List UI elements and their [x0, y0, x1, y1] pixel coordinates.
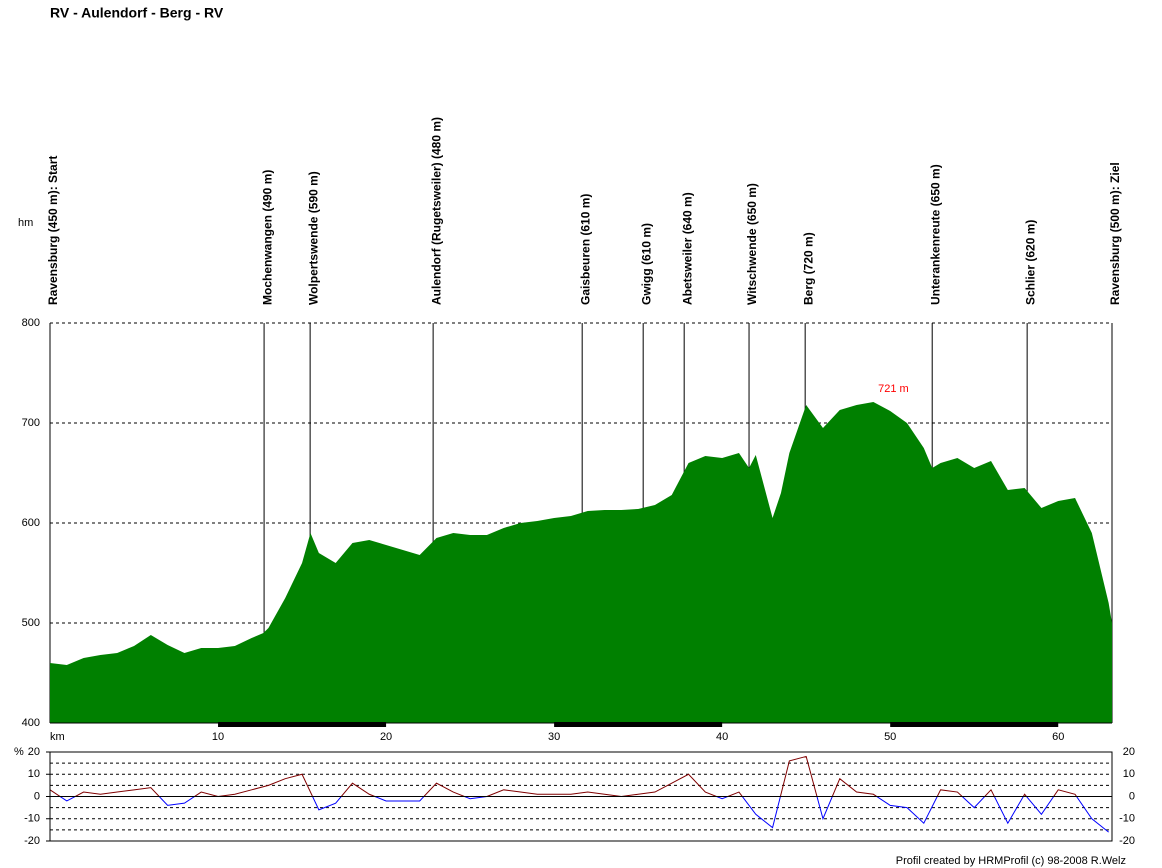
y-tick-label: 10	[28, 768, 40, 780]
gradient-up	[49, 755, 1078, 797]
x-tick-label: 20	[380, 731, 392, 743]
x-tick-label: 30	[548, 731, 560, 743]
x-tick-label: 60	[1052, 731, 1064, 743]
waypoint-label: Berg (720 m)	[801, 232, 815, 305]
y2-tick-label: -10	[1119, 813, 1135, 825]
y2-tick-label: 0	[1129, 790, 1135, 802]
waypoint-label: Unterankenreute (650 m)	[928, 164, 942, 305]
y-tick-label: 20	[28, 746, 40, 758]
y2-tick-label: 20	[1123, 746, 1135, 758]
waypoint-label: Mochenwangen (490 m)	[260, 170, 274, 305]
y-tick-label: 0	[34, 790, 40, 802]
y-tick-label: 400	[22, 717, 40, 729]
x-tick-label: 40	[716, 731, 728, 743]
y-tick-label: 700	[22, 417, 40, 429]
waypoint-label: Witschwende (650 m)	[745, 183, 759, 305]
x-tick-label: 50	[884, 731, 896, 743]
y2-tick-label: 10	[1123, 768, 1135, 780]
gradient-axis-label: %	[14, 746, 24, 758]
footer: Profil created by HRMProfil (c) 98-2008 …	[896, 855, 1126, 867]
gradient-frame	[49, 751, 1113, 842]
y-tick-label: 500	[22, 617, 40, 629]
y-axis-label: hm	[18, 217, 33, 229]
waypoint-label: Gwigg (610 m)	[639, 223, 653, 305]
y2-tick-label: -20	[1119, 835, 1135, 847]
waypoint-label: Wolpertswende (590 m)	[306, 171, 320, 305]
x-axis-label: km	[50, 731, 65, 743]
y-tick-label: 600	[22, 517, 40, 529]
scale-segment	[890, 722, 1059, 727]
waypoint-label: Ravensburg (500 m): Ziel	[1108, 162, 1122, 305]
waypoint-label: Abetsweiler (640 m)	[680, 192, 694, 305]
waypoint-label: Gaisbeuren (610 m)	[578, 194, 592, 305]
y-tick-label: -20	[24, 835, 40, 847]
waypoint-label: Schlier (620 m)	[1023, 220, 1037, 305]
y-tick-label: -10	[24, 813, 40, 825]
waypoint-label: Ravensburg (450 m): Start	[46, 156, 60, 305]
peak-annotation: 721 m	[878, 383, 909, 395]
chart-title: RV - Aulendorf - Berg - RV	[50, 5, 224, 21]
gradient-down	[59, 797, 1109, 833]
elevation-area	[50, 402, 1112, 723]
scale-segment	[218, 722, 387, 727]
waypoint-label: Aulendorf (Rugetsweiler) (480 m)	[429, 117, 443, 305]
scale-segment	[554, 722, 723, 727]
y-tick-label: 800	[22, 317, 40, 329]
x-tick-label: 10	[212, 731, 224, 743]
